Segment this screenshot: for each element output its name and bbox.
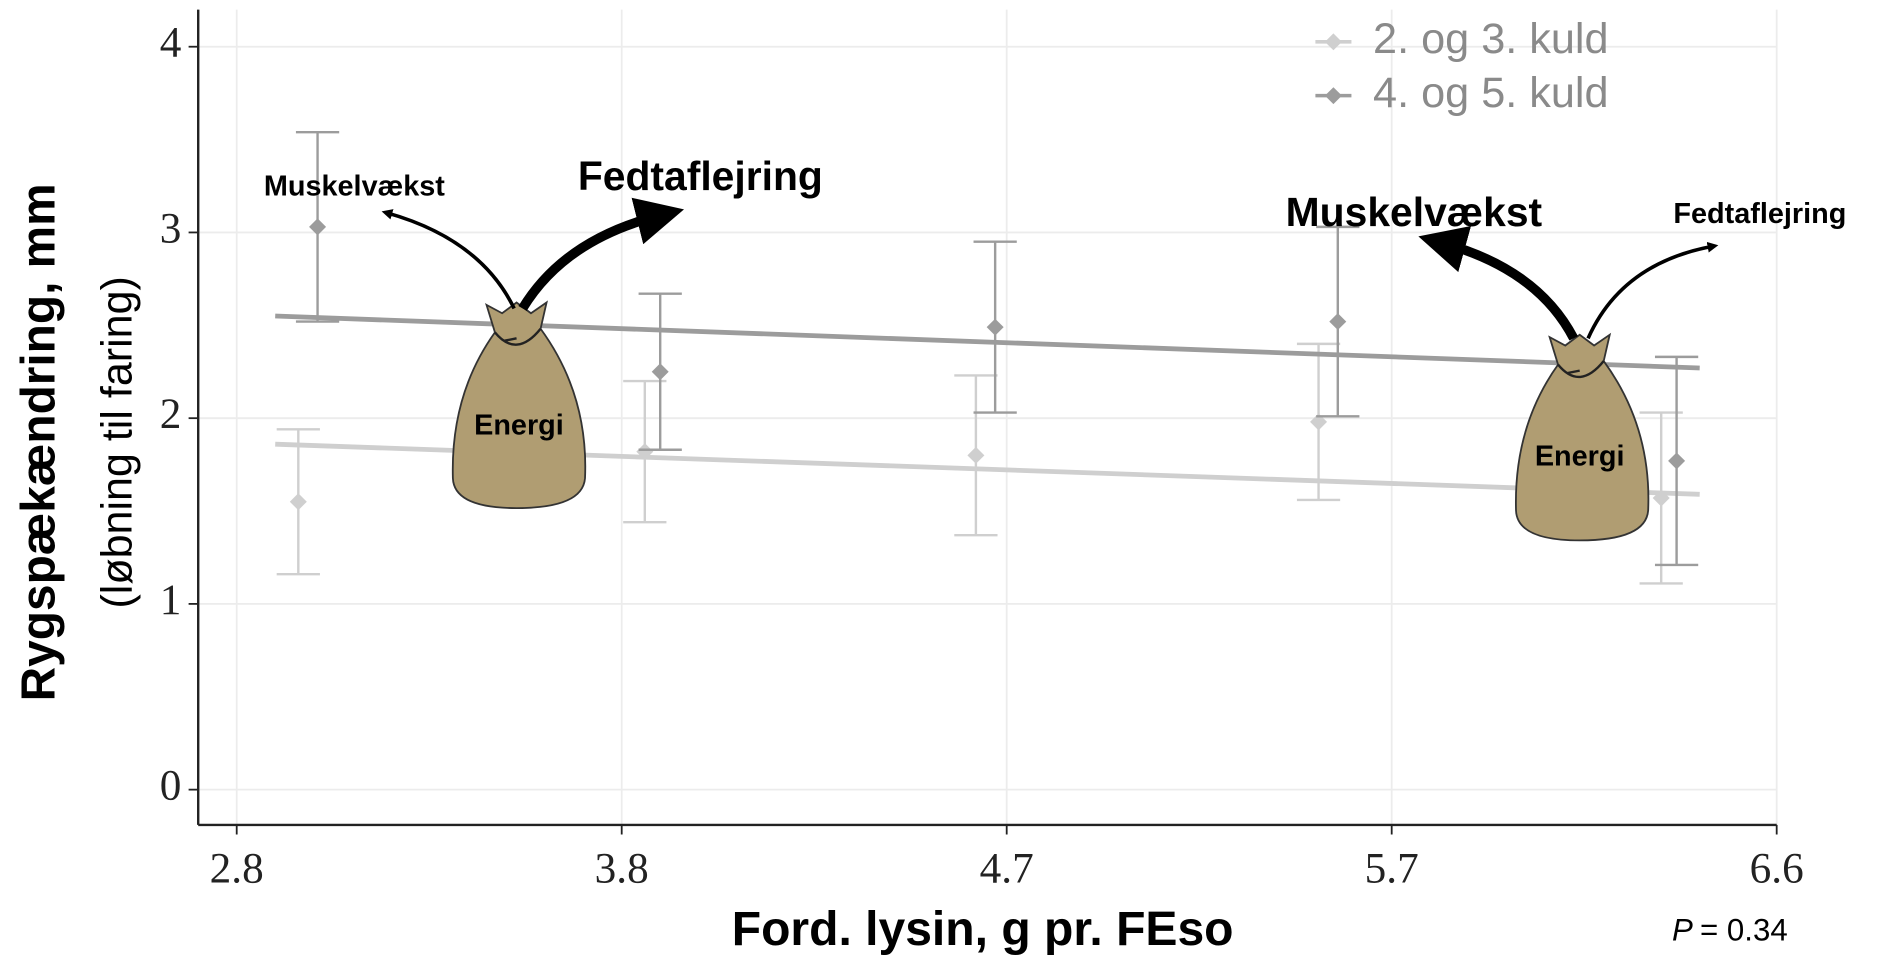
- y-tick-label: 2: [160, 391, 182, 438]
- legend-label: 4. og 5. kuld: [1373, 69, 1609, 117]
- p-value: P = 0.34: [1672, 913, 1788, 948]
- energy-bag: [1418, 225, 1719, 542]
- point: [1652, 489, 1670, 507]
- legend-marker: [1324, 87, 1342, 105]
- x-tick-label: 5.7: [1365, 846, 1419, 893]
- point: [289, 493, 307, 511]
- x-tick-label: 3.8: [595, 846, 649, 893]
- p-symbol: P: [1672, 913, 1693, 948]
- grid: [188, 9, 1778, 835]
- point: [651, 363, 669, 381]
- y-tick-label: 4: [160, 20, 182, 67]
- annotation: Energi: [1535, 441, 1625, 473]
- p-text: = 0.34: [1700, 913, 1788, 948]
- x-tick-label: 6.6: [1750, 846, 1804, 893]
- x-tick-label: 2.8: [210, 846, 264, 893]
- point: [967, 446, 985, 464]
- point: [1668, 452, 1686, 470]
- annotation: Fedtaflejring: [1673, 198, 1846, 230]
- labels: 0 1 2 3 4 2.8 3.8 4.7 5.7 6.6 2. og 3. kuld 4. og 5…: [13, 15, 1847, 956]
- y-tick-label: 0: [160, 763, 182, 810]
- legend-marker: [1324, 33, 1342, 51]
- y-axis-subtitle: (løbning til faring): [93, 276, 141, 608]
- annotation: Muskelvækst: [1286, 189, 1543, 235]
- annotation: Energi: [474, 409, 564, 441]
- point: [1310, 413, 1328, 431]
- legend-label: 2. og 3. kuld: [1373, 15, 1609, 63]
- point: [986, 318, 1004, 336]
- point: [1329, 313, 1347, 331]
- y-axis-title: Rygspækændring, mm: [13, 183, 66, 701]
- point: [636, 443, 654, 461]
- x-tick-label: 4.7: [980, 846, 1034, 893]
- y-tick-label: 1: [160, 577, 182, 624]
- y-tick-label: 3: [160, 205, 182, 252]
- energy-bag: [381, 197, 685, 510]
- x-axis-title: Ford. lysin, g pr. FEso: [732, 903, 1234, 956]
- annotation: Muskelvækst: [264, 170, 445, 202]
- annotation: Fedtaflejring: [578, 153, 823, 199]
